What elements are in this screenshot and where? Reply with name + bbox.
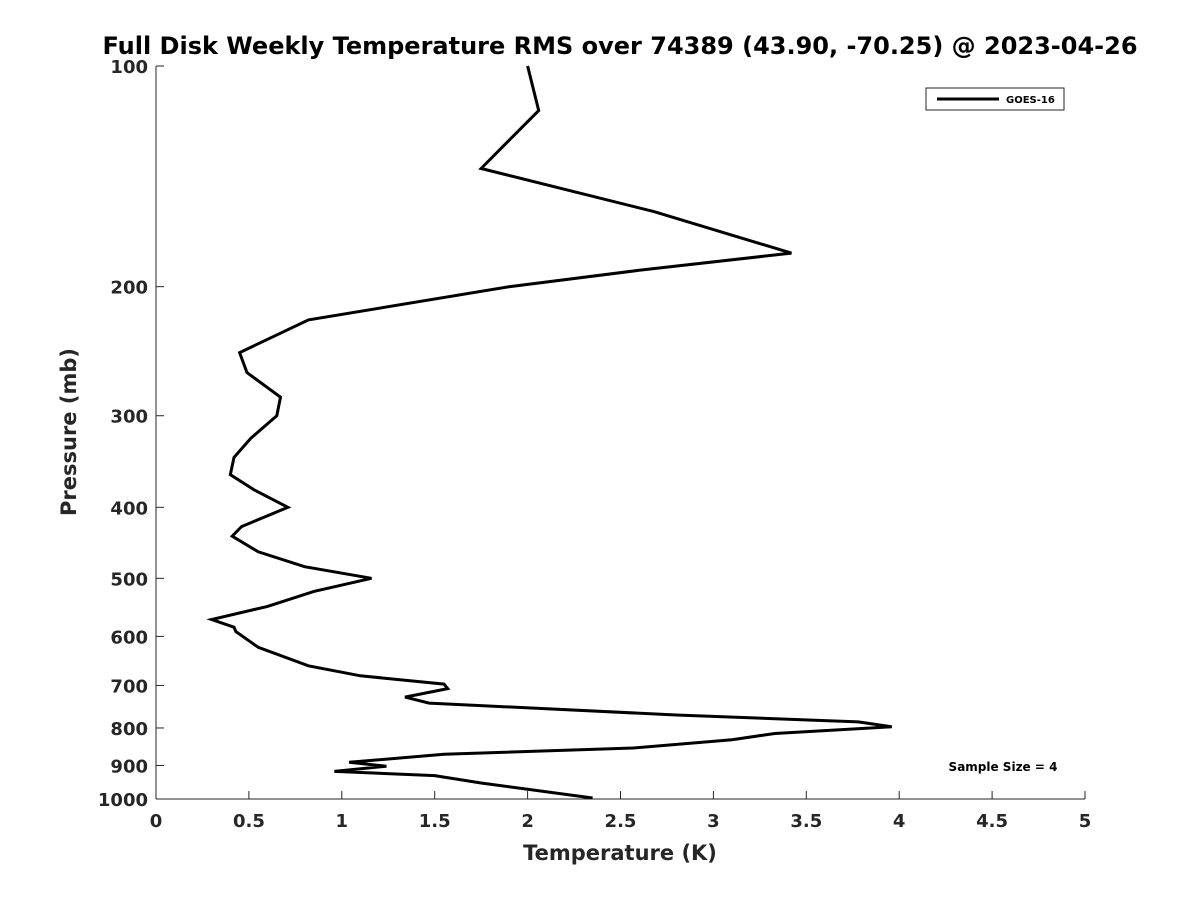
y-tick-label: 600 — [110, 627, 148, 648]
y-tick-label: 700 — [110, 676, 148, 697]
y-axis-label: Pressure (mb) — [57, 348, 81, 516]
sample-size-annotation: Sample Size = 4 — [949, 760, 1058, 774]
legend-label-goes-16: GOES-16 — [1006, 95, 1055, 106]
x-tick-label: 0 — [150, 811, 163, 832]
x-axis-ticks: 0 0.5 1 1.5 2 2.5 3 3.5 4 4.5 5 — [150, 791, 1092, 832]
x-tick-label: 4 — [893, 811, 906, 832]
y-tick-label: 1000 — [98, 790, 148, 811]
x-tick-label: 3 — [707, 811, 720, 832]
y-tick-label: 100 — [110, 57, 148, 78]
x-tick-label: 3.5 — [790, 811, 822, 832]
y-tick-label: 200 — [110, 278, 148, 299]
x-tick-label: 5 — [1079, 811, 1092, 832]
y-tick-label: 500 — [110, 569, 148, 590]
chart-title: Full Disk Weekly Temperature RMS over 74… — [102, 32, 1137, 60]
series-layer — [206, 65, 893, 800]
legend: GOES-16 — [925, 87, 1065, 111]
y-tick-label: 400 — [110, 498, 148, 519]
y-tick-label: 300 — [110, 407, 148, 428]
x-tick-label: 4.5 — [976, 811, 1008, 832]
y-axis-ticks: 100 200 300 400 500 600 700 800 900 1000 — [98, 57, 164, 811]
y-tick-label: 900 — [110, 756, 148, 777]
x-tick-label: 1 — [336, 811, 349, 832]
x-tick-label: 2 — [521, 811, 534, 832]
x-tick-label: 0.5 — [233, 811, 265, 832]
x-axis-label: Temperature (K) — [523, 841, 717, 865]
series-line-goes-16 — [206, 65, 893, 800]
x-tick-label: 2.5 — [605, 811, 637, 832]
y-tick-label: 800 — [110, 719, 148, 740]
x-tick-label: 1.5 — [419, 811, 451, 832]
